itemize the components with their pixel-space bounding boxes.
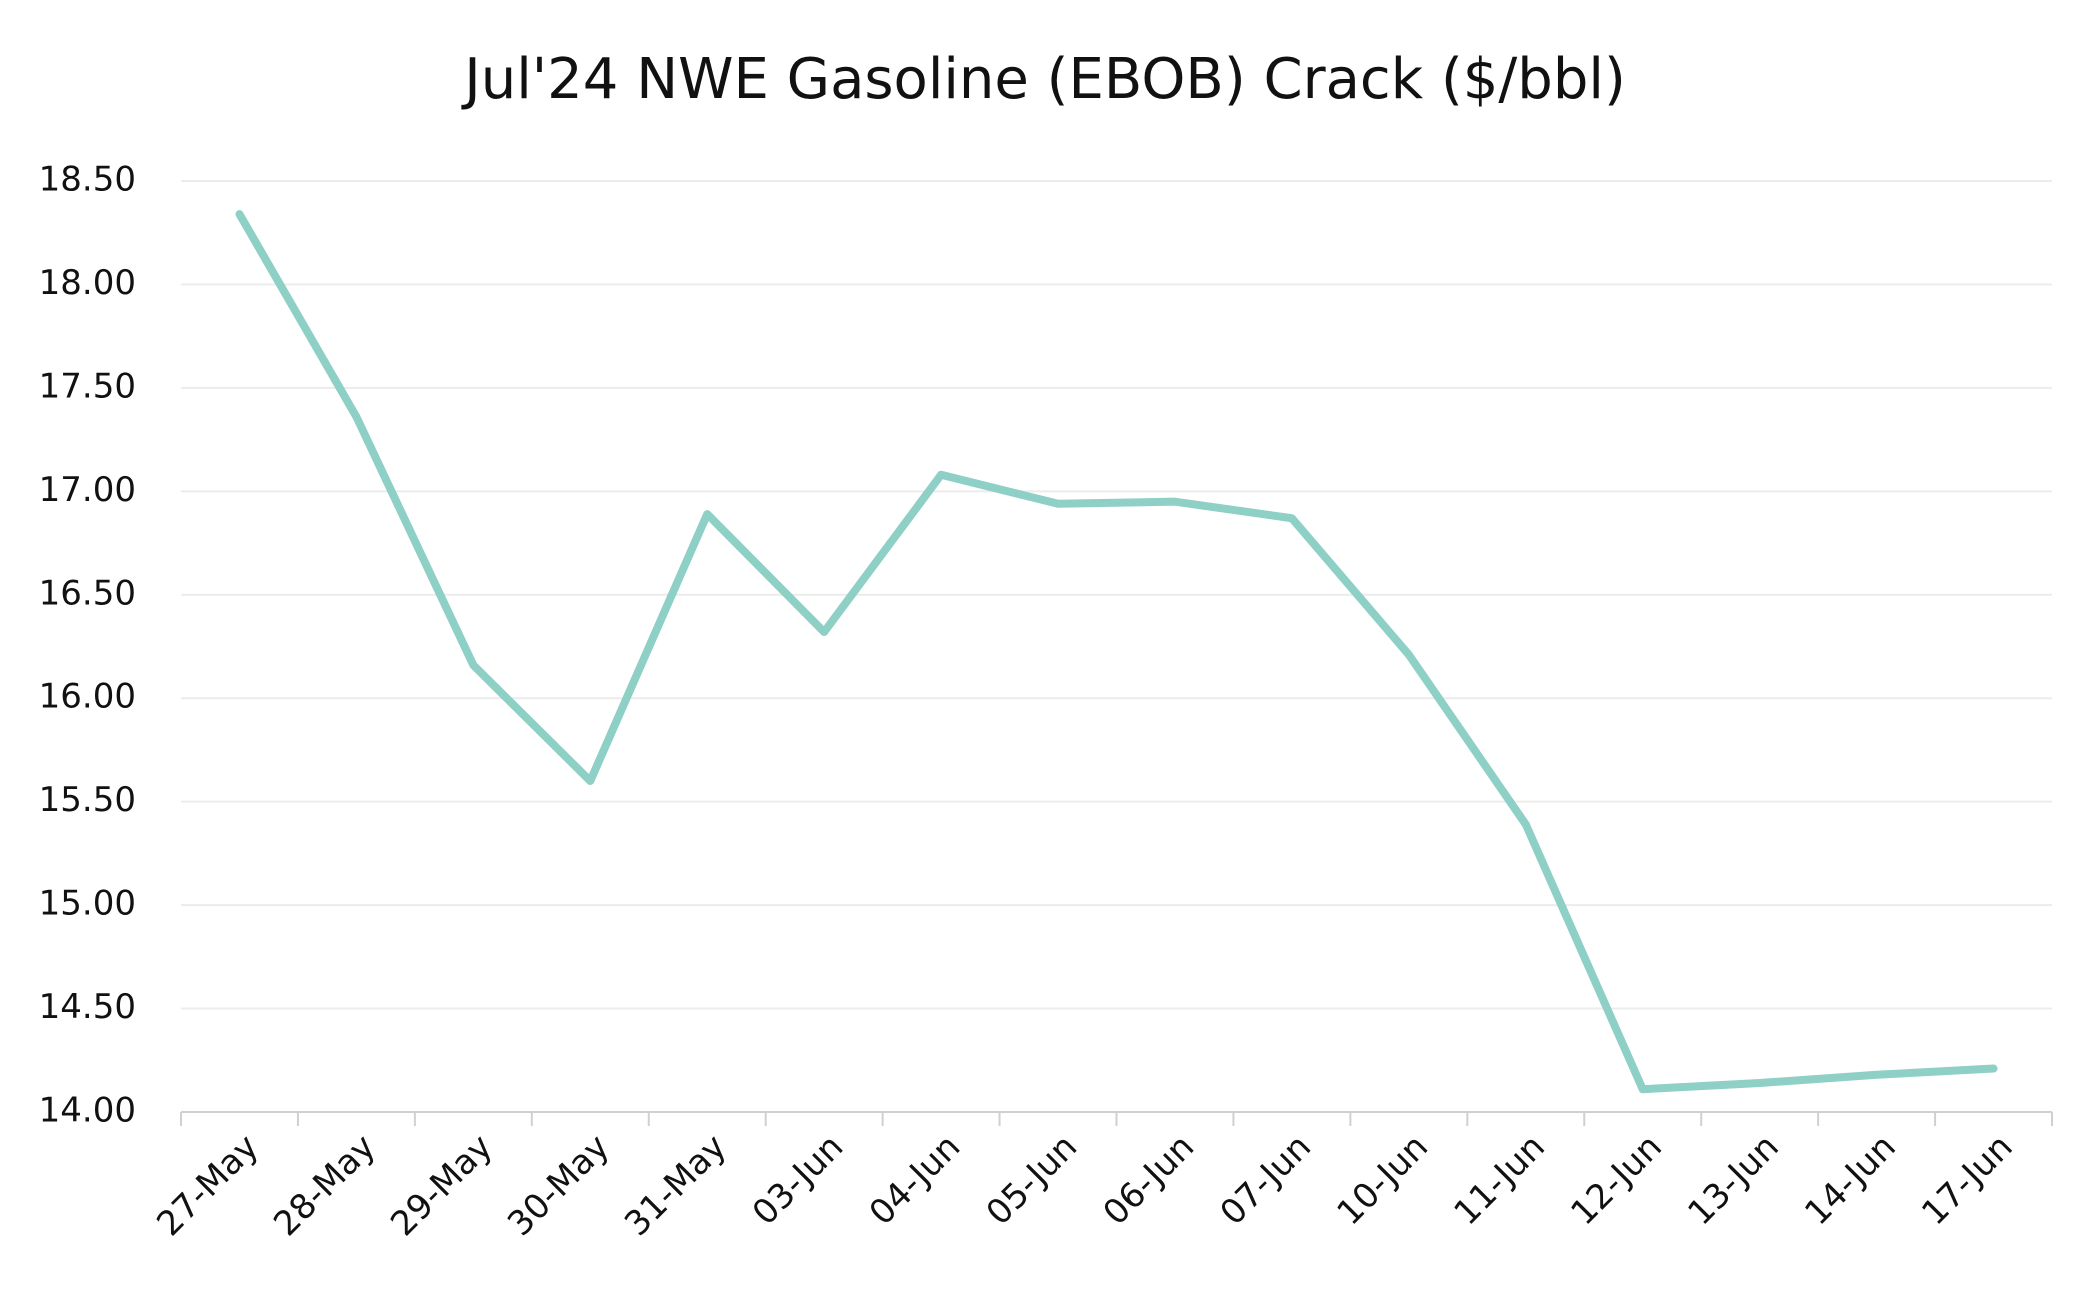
y-tick-label: 15.00 [39, 884, 136, 924]
y-tick-label: 18.00 [39, 263, 136, 303]
y-tick-label: 15.50 [39, 780, 136, 820]
y-tick-label: 18.50 [39, 160, 136, 200]
y-tick-label: 17.00 [39, 470, 136, 510]
y-tick-label: 16.00 [39, 677, 136, 717]
y-tick-label: 14.50 [39, 987, 136, 1027]
chart-title: Jul'24 NWE Gasoline (EBOB) Crack ($/bbl) [461, 47, 1626, 112]
y-tick-label: 16.50 [39, 573, 136, 613]
y-tick-label: 17.50 [39, 366, 136, 406]
line [235, 210, 1998, 1094]
y-tick-label: 14.00 [39, 1091, 136, 1131]
